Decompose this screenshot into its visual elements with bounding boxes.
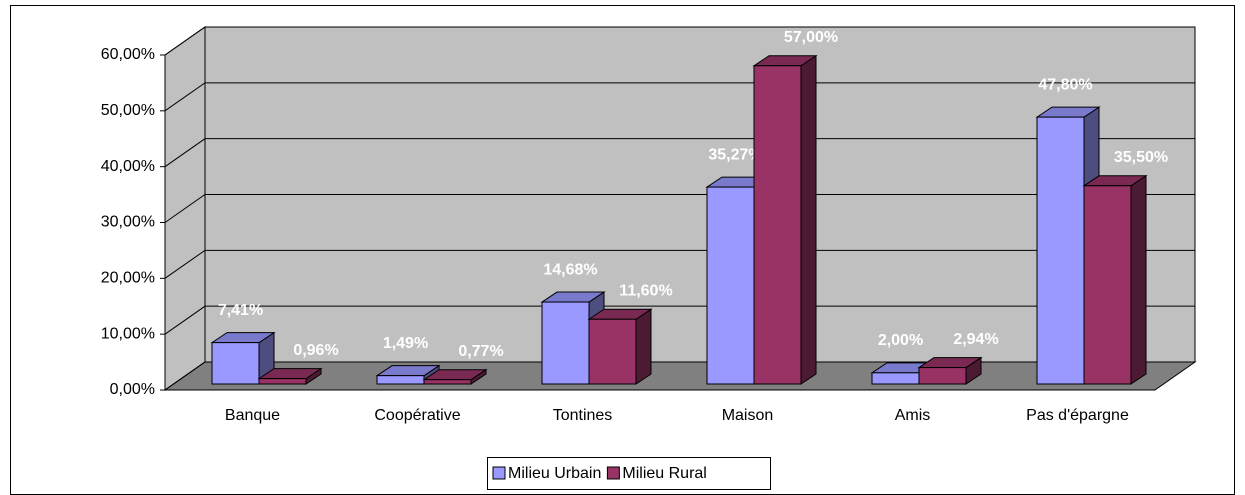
data-label: 0,96%: [293, 342, 338, 359]
bar: [376, 375, 425, 385]
x-tick-label: Maison: [722, 407, 774, 424]
data-label: 2,94%: [953, 331, 998, 348]
data-label: 47,80%: [1038, 76, 1092, 93]
y-tick-label: 20,00%: [101, 270, 155, 287]
bar-side: [635, 308, 652, 385]
bar: [211, 342, 260, 385]
grid-line: [164, 138, 1195, 168]
y-tick-label: 50,00%: [101, 102, 155, 119]
data-label: 0,77%: [458, 343, 503, 360]
bar: [1083, 185, 1132, 385]
legend-swatch: [492, 466, 506, 480]
bar: [1036, 116, 1085, 385]
data-label: 14,68%: [543, 261, 597, 278]
data-label: 1,49%: [383, 335, 428, 352]
y-tick-label: 10,00%: [101, 325, 155, 342]
grid-line: [164, 305, 1195, 335]
data-label: 57,00%: [784, 29, 838, 46]
data-label: 11,60%: [619, 282, 672, 299]
grid-line: [164, 194, 1195, 223]
grid-line: [164, 249, 1195, 279]
grid-line: [164, 82, 1195, 112]
bar: [918, 367, 967, 385]
data-label: 35,27%: [708, 146, 762, 163]
x-tick-label: Pas d'épargne: [1026, 407, 1129, 424]
y-tick-label: 40,00%: [101, 158, 155, 175]
x-tick-label: Tontines: [553, 407, 613, 424]
bar-side: [1130, 174, 1147, 385]
grid-line: [164, 26, 1195, 56]
y-tick-label: 0,00%: [110, 381, 155, 398]
y-tick-label: 60,00%: [101, 46, 155, 63]
x-tick-label: Amis: [895, 407, 931, 424]
bar: [588, 318, 637, 385]
legend-label: Milieu Rural: [622, 465, 706, 482]
bar: [871, 372, 920, 385]
data-label: 2,00%: [878, 332, 923, 349]
x-tick-label: Coopérative: [374, 407, 460, 424]
y-tick-label: 30,00%: [101, 214, 155, 231]
bar: [423, 379, 472, 385]
bar: [258, 378, 307, 385]
bar: [706, 186, 755, 385]
data-label: 35,50%: [1114, 149, 1168, 166]
bar: [753, 65, 802, 385]
x-tick-label: Banque: [225, 407, 280, 424]
legend-box: [487, 457, 771, 490]
data-label: 7,41%: [218, 302, 263, 319]
legend-label: Milieu Urbain: [508, 465, 601, 482]
bar: [541, 301, 590, 385]
legend-swatch: [606, 466, 620, 480]
grid-line: [164, 361, 1195, 391]
bar-side: [800, 54, 817, 385]
